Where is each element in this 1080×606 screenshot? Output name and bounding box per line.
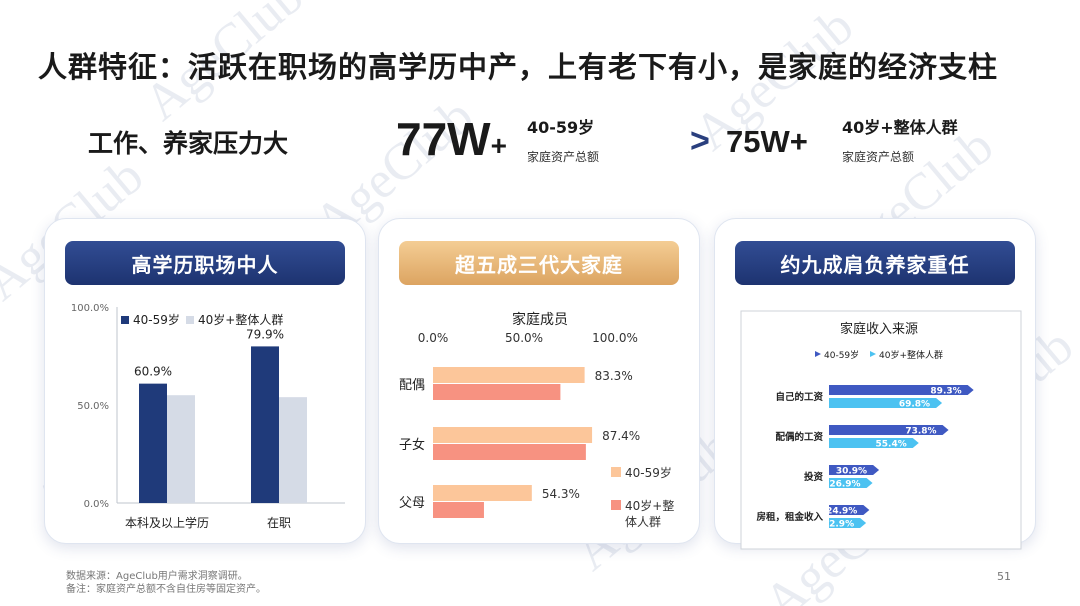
x-tick-label: 0.0% [418,331,449,345]
bar-overall [829,478,873,488]
asset-value-overall: 75W+ [726,124,808,159]
bar-40-59 [829,425,949,435]
group-a-sublabel: 家庭资产总额 [527,150,600,164]
chart-title: 家庭成员 [512,311,568,328]
chart-title: 家庭收入来源 [840,321,918,337]
y-tick-label: 配偶的工资 [775,431,823,443]
legend-swatch-overall [186,316,194,324]
data-label: 87.4% [602,429,640,443]
bar-overall [167,395,195,503]
family-members-chart: 家庭成员 0.0% 50.0% 100.0% 83.3% 配偶 87.4% 子女 54.3% 父母… [399,311,674,529]
data-label: 79.9% [246,327,284,341]
legend-marker-40-59 [815,351,821,357]
bar-40-59 [251,346,279,503]
asset-value-40-59: 77W+ [396,112,507,166]
legend-swatch-40-59 [611,467,621,477]
footer-note: 备注：家庭资产总额不含自住房等固定资产。 [66,584,266,595]
y-tick-label: 子女 [399,437,425,453]
legend-swatch-40-59 [121,316,129,324]
y-tick-label: 投资 [804,471,824,483]
group-b-sublabel: 家庭资产总额 [842,150,915,164]
y-tick-label: 配偶 [399,378,425,393]
data-label: 83.3% [595,369,633,383]
legend-swatch-overall [611,500,621,510]
card-education: 高学历职场中人 0.0% 50.0% 100.0% 60.9% 本科及以上学历 79.9%… [44,218,366,544]
bar-overall [829,518,867,528]
legend-marker-overall [870,351,876,357]
card-family: 超五成三代大家庭 家庭成员 0.0% 50.0% 100.0% 83.3% 配偶 87.4%… [378,218,700,544]
y-tick-label: 100.0% [71,303,109,314]
legend-label-40-59: 40-59岁 [133,312,180,327]
bar-40-59 [829,505,870,515]
group-a-label: 40-59岁 [527,118,595,137]
bar-40-59 [829,385,974,395]
group-b-label: 40岁+整体人群 [842,118,958,137]
asset-value-plus: + [490,130,507,161]
income-source-chart: 家庭收入来源 40-59岁 40岁+整体人群 89.3%69.8% 自己的工资 73.8%… [740,310,1022,550]
data-label-40-59: 89.3% [930,387,961,397]
bar-overall [433,502,484,518]
greater-than-sign: > [690,122,710,160]
x-tick-label: 50.0% [505,331,543,345]
card-title-income: 约九成肩负养家重任 [735,241,1015,285]
education-employment-chart: 0.0% 50.0% 100.0% 60.9% 本科及以上学历 79.9% 在职 40-59岁… [71,303,345,530]
footer-notes: 数据来源：AgeClub用户需求洞察调研。 备注：家庭资产总额不含自住房等固定资… [66,570,266,596]
legend-label-overall-line2: 体人群 [625,515,661,529]
legend-label-40-59: 40-59岁 [625,465,672,480]
y-tick-label: 父母 [399,496,425,511]
bar-overall [829,438,919,448]
x-tick-label: 100.0% [592,331,638,345]
data-label-overall: 26.9% [829,480,860,490]
bar-overall [433,444,586,460]
card-income: 约九成肩负养家重任 家庭收入来源 40-59岁 40岁+整体人群 89.3% 69.8%… [714,218,1036,550]
y-tick-label: 0.0% [84,499,109,510]
y-tick-label: 自己的工资 [775,391,823,403]
data-label-40-59: 24.9% [826,507,857,517]
data-label: 54.3% [542,487,580,501]
stat-label: 工作、养家压力大 [88,129,289,158]
bar-40-59 [139,383,167,503]
y-tick-label: 50.0% [77,401,109,412]
bar-overall [829,398,943,408]
y-tick-label: 房租，租金收入 [756,511,823,523]
bar-40-59 [433,427,593,443]
bar-40-59 [433,367,585,383]
data-label-overall: 55.4% [876,440,907,450]
card-title-education: 高学历职场中人 [65,241,345,285]
bar-overall [279,397,307,503]
asset-value-number: 77W [396,113,491,165]
data-label-overall: 22.9% [823,520,854,530]
data-label-40-59: 30.9% [836,467,867,477]
legend-label-overall: 40岁+整体人群 [879,349,943,361]
card-title-family: 超五成三代大家庭 [399,241,679,285]
data-label-40-59: 73.8% [905,427,936,437]
legend-label-overall: 40岁+整体人群 [198,312,283,327]
data-label-overall: 69.8% [899,400,930,410]
data-label: 60.9% [134,365,172,379]
bar-overall [433,384,561,400]
x-tick-label: 本科及以上学历 [125,515,209,530]
bar-40-59 [433,485,532,501]
page-title: 人群特征：活跃在职场的高学历中产，上有老下有小，是家庭的经济支柱 [38,50,999,84]
legend-label-overall-line1: 40岁+整 [625,498,674,513]
page-number: 51 [997,570,1011,583]
legend-label-overall: 40岁+整体人群 [625,498,674,529]
bar-40-59 [829,465,880,475]
legend-label-40-59: 40-59岁 [824,349,859,361]
x-tick-label: 在职 [267,516,291,530]
footer-source: 数据来源：AgeClub用户需求洞察调研。 [66,571,248,582]
